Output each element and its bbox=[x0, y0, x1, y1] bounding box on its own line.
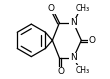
Text: CH₃: CH₃ bbox=[76, 66, 90, 75]
Text: O: O bbox=[57, 67, 64, 76]
Text: CH₃: CH₃ bbox=[76, 4, 90, 13]
Text: N: N bbox=[70, 18, 77, 27]
Text: O: O bbox=[89, 36, 96, 45]
Text: O: O bbox=[48, 4, 55, 13]
Text: N: N bbox=[70, 53, 77, 62]
